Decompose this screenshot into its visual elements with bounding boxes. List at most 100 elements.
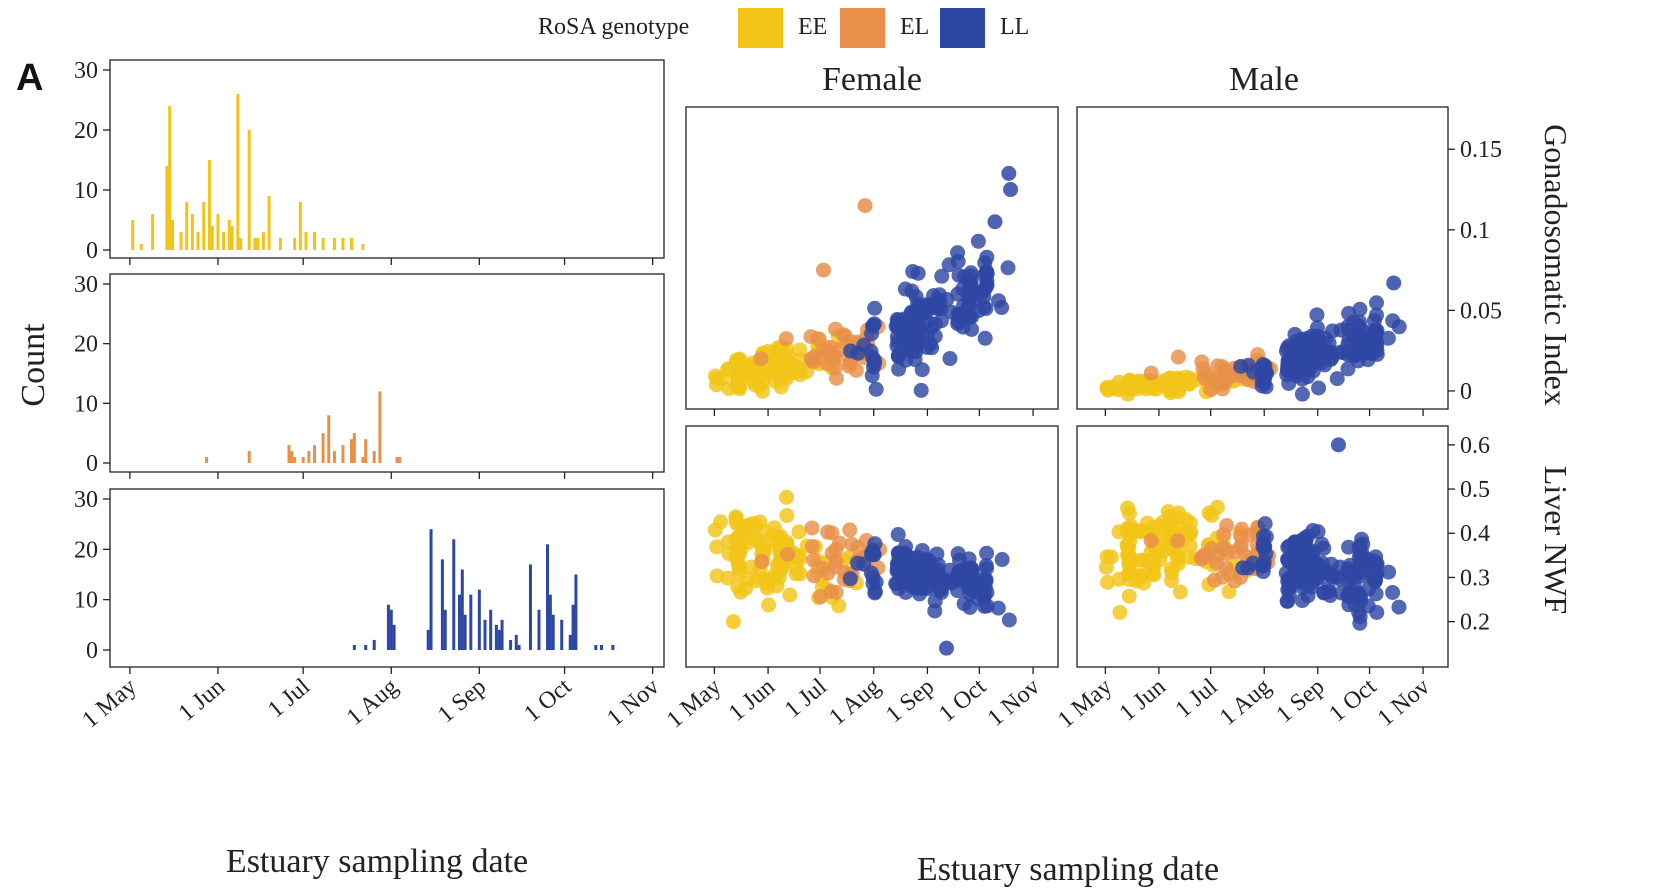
point-ee (831, 598, 847, 614)
panel-a-bar-ll (509, 639, 513, 650)
point-el (816, 262, 832, 278)
point-el (804, 539, 820, 555)
panel-a-bar-el (205, 457, 209, 463)
legend: RoSA genotype EE EL LL (538, 8, 1029, 48)
panel-a-bar-ll (497, 629, 501, 650)
panel-a-ytick-label: 30 (74, 272, 98, 298)
point-el (1170, 533, 1186, 549)
panel-a-ytick-label: 0 (86, 238, 98, 264)
legend-swatch-ee (738, 8, 783, 48)
point-ll (1381, 564, 1397, 580)
point-ll (924, 340, 940, 356)
point-ee (713, 514, 729, 530)
point-ll (1311, 380, 1327, 396)
panel-a-bar-el (398, 457, 402, 463)
panel-a-xtick-label: 1 May (78, 674, 142, 734)
legend-swatch-ll (940, 8, 985, 48)
point-ll (970, 233, 986, 249)
point-ll (913, 382, 929, 398)
panel-a-ytick-label: 10 (74, 178, 98, 204)
point-ee (761, 597, 777, 613)
point-el (1219, 518, 1235, 534)
point-ll (1352, 301, 1368, 317)
panel-a-bar-ee (165, 166, 169, 250)
point-ll (1304, 545, 1320, 561)
point-ee (1103, 549, 1119, 565)
ytick-label: 0.05 (1460, 298, 1502, 324)
point-ll (914, 362, 930, 378)
point-ll (1003, 182, 1019, 198)
panel-a-bar-el (313, 445, 317, 463)
point-ll (1258, 529, 1274, 545)
panel-a-bar-ee (267, 196, 271, 250)
legend-swatch-el (840, 8, 885, 48)
panel-a-bar-ll (469, 594, 473, 650)
point-ee (1121, 505, 1137, 521)
panel-a-bar-ee (210, 226, 214, 250)
point-el (832, 535, 848, 551)
panel-a-bar-ee (202, 202, 206, 250)
point-ll (1316, 540, 1332, 556)
xtick-label: 1 Aug (824, 674, 885, 731)
xtick-label: 1 Oct (1324, 673, 1381, 727)
panel-a-bar-ee (190, 214, 194, 250)
point-ll (890, 527, 906, 543)
panel-a-ytick-label: 0 (86, 451, 98, 477)
panel-a-bar-ee (239, 238, 243, 250)
panel-a-ee-histogram: 0 10 20 30 (74, 58, 665, 265)
point-ll (942, 351, 958, 367)
facet-label-male: Male (1229, 61, 1299, 98)
xtick-label: 1 Jun (724, 674, 780, 727)
point-ll (1309, 307, 1325, 323)
ytick-label: 0.3 (1460, 565, 1490, 591)
panel-a-bar-el (361, 457, 365, 463)
point-ll (977, 330, 993, 346)
point-ll (910, 265, 926, 281)
panel-a-bar-el (364, 439, 368, 463)
panel-a-xtick-label: 1 Nov (602, 674, 664, 732)
point-ll (842, 571, 858, 587)
point-ee (1163, 573, 1179, 589)
panel-a-bar-el (327, 415, 331, 463)
panel-a-bar-ee (349, 238, 353, 250)
point-ll (933, 313, 949, 329)
panel-a-bar-ll (392, 624, 396, 650)
xtick-label: 1 Jul (1171, 673, 1223, 723)
point-el (1143, 365, 1159, 381)
panel-a-bar-ll (571, 604, 575, 650)
point-ll (1368, 586, 1384, 602)
point-ll (1391, 319, 1407, 335)
point-ee (709, 539, 725, 555)
panel-a-bar-ee (304, 232, 308, 250)
point-ee (1172, 584, 1188, 600)
panel-a-bar-ll (477, 589, 481, 650)
point-ll (964, 561, 980, 577)
point-ll (1330, 437, 1346, 453)
panel-a-bar-ll (389, 609, 393, 650)
point-ll (929, 546, 945, 562)
point-ee (755, 383, 771, 399)
point-ll (867, 300, 883, 316)
panel-a-bar-ee (227, 220, 231, 250)
panel-a-bar-ll (537, 609, 541, 650)
point-ll (1369, 342, 1385, 358)
point-ee (1182, 515, 1198, 531)
panel-a-bar-ll (426, 629, 430, 650)
point-ll (867, 536, 883, 552)
panel-a-bar-ll (574, 574, 578, 650)
point-ll (1368, 307, 1384, 323)
xtick-label: 1 Jul (780, 673, 832, 723)
panel-a-bar-ll (463, 614, 467, 650)
point-ll (1258, 379, 1274, 395)
panel-a-bar-el (290, 451, 294, 463)
panel-a-bar-el (332, 451, 336, 463)
y-axis-title-liver: Liver NWF (1538, 466, 1574, 614)
panel-a-bar-ee (341, 238, 345, 250)
panel-b-female-scatter (685, 106, 1059, 416)
point-ll (1294, 386, 1310, 402)
point-ee (1182, 538, 1198, 554)
panel-a-bar-ee (131, 220, 135, 250)
ytick-label: 0.2 (1460, 610, 1490, 636)
point-ll (1340, 361, 1356, 377)
point-ee (1169, 550, 1185, 566)
